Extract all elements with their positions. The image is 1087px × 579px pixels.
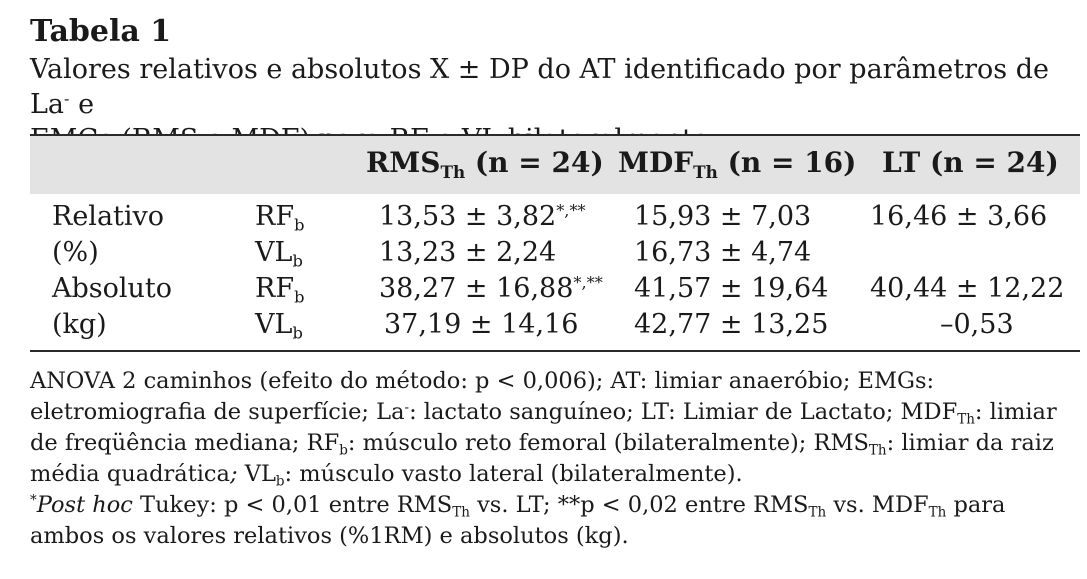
footnote-abbreviations: ANOVA 2 caminhos (efeito do método: p < …	[30, 368, 1057, 490]
row-label: Absoluto	[52, 273, 173, 304]
cell-mdf: 16,73 ± 4,74	[634, 237, 812, 268]
row-muscle: RFb	[255, 201, 305, 235]
cell-rms: 38,27 ± 16,88*,**	[379, 273, 603, 304]
row-label: (%)	[52, 237, 99, 268]
cell-mdf: 15,93 ± 7,03	[634, 201, 812, 232]
cell-lt: 40,44 ± 12,22	[870, 273, 1065, 304]
table-header-row	[30, 134, 1080, 194]
cell-rms: 13,23 ± 2,24	[379, 237, 557, 268]
header-mdf: MDFTh (n = 16)	[618, 146, 857, 182]
row-label: (kg)	[52, 309, 107, 340]
cell-mdf: 41,57 ± 19,64	[634, 273, 829, 304]
table-footnotes: ANOVA 2 caminhos (efeito do método: p < …	[30, 366, 1080, 552]
row-label: Relativo	[52, 201, 165, 232]
row-muscle: VLb	[255, 237, 303, 271]
cell-rms: 37,19 ± 14,16	[384, 309, 579, 340]
footnote-posthoc: *Post hoc Tukey: p < 0,01 entre RMSTh vs…	[30, 492, 1006, 549]
cell-mdf: 42,77 ± 13,25	[634, 309, 829, 340]
cell-lt: –0,53	[940, 309, 1014, 340]
cell-rms: 13,53 ± 3,82*,**	[379, 201, 586, 232]
header-rms: RMSTh (n = 24)	[366, 146, 604, 182]
table-title: Tabela 1	[30, 14, 172, 49]
table-bottom-rule	[30, 350, 1080, 352]
cell-lt: 16,46 ± 3,66	[870, 201, 1048, 232]
row-muscle: RFb	[255, 273, 305, 307]
header-lt: LT (n = 24)	[882, 146, 1059, 179]
row-muscle: VLb	[255, 309, 303, 343]
